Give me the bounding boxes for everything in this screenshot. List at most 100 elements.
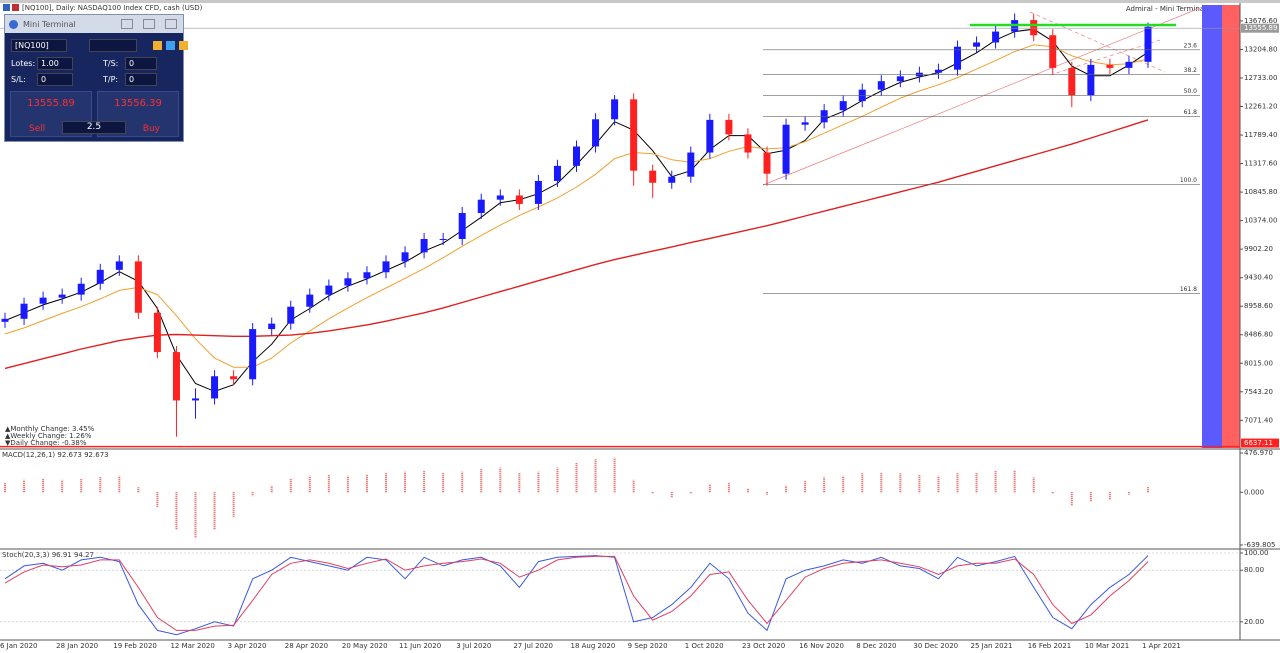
candle-body bbox=[1, 318, 9, 322]
terminal-title: Mini Terminal bbox=[23, 19, 76, 29]
x-tick-label: 11 Jun 2020 bbox=[399, 642, 441, 650]
y-tick-label: 10374.00 bbox=[1244, 217, 1277, 225]
tp-input[interactable]: 0 bbox=[125, 73, 157, 86]
stoch-line bbox=[4, 555, 1149, 636]
top-border bbox=[0, 0, 1280, 3]
candle-body bbox=[611, 99, 619, 120]
x-tick-label: 16 Feb 2021 bbox=[1028, 642, 1072, 650]
x-tick-label: 28 Apr 2020 bbox=[285, 642, 328, 650]
candle-body bbox=[954, 46, 961, 70]
y-tick-label: 10845.80 bbox=[1244, 188, 1277, 196]
candle-body bbox=[1049, 35, 1057, 68]
tp-label: T/P: bbox=[103, 75, 119, 84]
candle-body bbox=[344, 278, 352, 286]
fib-label: 23.6 bbox=[1184, 42, 1198, 49]
x-tick-label: 20 May 2020 bbox=[342, 642, 388, 650]
x-tick-label: 8 Dec 2020 bbox=[856, 642, 896, 650]
tool-icon[interactable] bbox=[166, 41, 175, 50]
y-tick-label: 8015.00 bbox=[1244, 359, 1273, 367]
candle-body bbox=[744, 134, 752, 153]
candle-body bbox=[896, 76, 904, 82]
close-button[interactable] bbox=[165, 19, 177, 29]
ts-label: T/S: bbox=[103, 59, 119, 68]
header-icon bbox=[12, 4, 19, 11]
sl-input[interactable]: 0 bbox=[37, 73, 73, 86]
sl-label: S/L: bbox=[11, 75, 26, 84]
y-tick-label: 11789.40 bbox=[1244, 131, 1277, 139]
candle-body bbox=[496, 195, 504, 200]
y-tick-label: 8486.80 bbox=[1244, 331, 1273, 339]
sell-price: 13555.89 bbox=[27, 98, 75, 109]
bid-label-bg bbox=[1241, 23, 1279, 33]
maximize-button[interactable] bbox=[143, 19, 155, 29]
x-tick-label: 16 Nov 2020 bbox=[799, 642, 844, 650]
y-tick-label: 13204.80 bbox=[1244, 45, 1277, 53]
candle-body bbox=[782, 124, 790, 174]
candle-body bbox=[877, 81, 885, 90]
y-tick-label: 9902.20 bbox=[1244, 245, 1273, 253]
y-tick-label: 100.00 bbox=[1244, 549, 1269, 557]
candle-body bbox=[573, 146, 580, 166]
candle-body bbox=[763, 152, 771, 174]
low-label: 6637.11 bbox=[1244, 439, 1273, 447]
candle-body bbox=[649, 170, 657, 183]
candle-body bbox=[211, 376, 219, 399]
candle-body bbox=[1068, 67, 1076, 96]
candle-body bbox=[382, 261, 390, 273]
lots-input[interactable]: 1.00 bbox=[37, 57, 73, 70]
x-tick-label: 28 Jan 2020 bbox=[56, 642, 98, 650]
x-tick-label: 10 Mar 2021 bbox=[1085, 642, 1129, 650]
terminal-title-bar: Mini Terminal bbox=[5, 15, 183, 33]
candle-body bbox=[58, 294, 66, 298]
candle-body bbox=[287, 306, 295, 324]
volume-input[interactable]: 2.5 bbox=[62, 121, 126, 134]
fib-label: 100.0 bbox=[1180, 177, 1197, 184]
ts-input[interactable]: 0 bbox=[125, 57, 157, 70]
x-tick-label: 6 Jan 2020 bbox=[0, 642, 38, 650]
candle-body bbox=[706, 119, 714, 153]
candle-body bbox=[1106, 64, 1114, 68]
moving-average bbox=[4, 119, 1149, 370]
y-tick-label: 80.00 bbox=[1244, 566, 1264, 574]
panel-title: Stoch(20,3,3) 96.91 94.27 bbox=[2, 551, 94, 559]
brand: Admiral - Mini Terminal bbox=[1126, 5, 1206, 13]
x-tick-label: 9 Sep 2020 bbox=[628, 642, 668, 650]
candle-body bbox=[630, 99, 638, 171]
terminal-icon bbox=[9, 19, 18, 29]
candle-body bbox=[39, 297, 47, 304]
x-tick-label: 27 Jul 2020 bbox=[513, 642, 553, 650]
symbol-select[interactable]: [NQ100] bbox=[11, 39, 67, 52]
buy-price: 13556.39 bbox=[114, 98, 162, 109]
sell-button[interactable]: 13555.89 Sell bbox=[10, 91, 92, 137]
candle-body bbox=[534, 180, 542, 204]
candle-body bbox=[401, 252, 409, 262]
tool-icon[interactable] bbox=[179, 41, 188, 50]
y-tick-label: 0.000 bbox=[1244, 488, 1264, 496]
candle-body bbox=[172, 352, 180, 401]
red-band bbox=[1222, 5, 1240, 448]
stoch-line bbox=[4, 555, 1149, 631]
candle-body bbox=[420, 239, 428, 253]
candle-body bbox=[973, 42, 981, 47]
mini-terminal: Mini Terminal [NQ100] Lotes: 1.00 T/S: 0 S… bbox=[4, 14, 188, 142]
x-tick-label: 1 Apr 2021 bbox=[1142, 642, 1181, 650]
candle-body bbox=[153, 312, 161, 353]
candle-body bbox=[820, 110, 828, 123]
x-tick-label: 3 Apr 2020 bbox=[228, 642, 267, 650]
x-tick-label: 18 Aug 2020 bbox=[571, 642, 616, 650]
buy-button[interactable]: 13556.39 Buy bbox=[97, 91, 179, 137]
candle-body bbox=[77, 283, 85, 295]
candle-body bbox=[553, 165, 561, 181]
candle-body bbox=[439, 239, 447, 240]
x-tick-label: 19 Feb 2020 bbox=[113, 642, 157, 650]
fib-label: 61.8 bbox=[1184, 109, 1198, 116]
candle-body bbox=[477, 199, 485, 213]
minimize-button[interactable] bbox=[121, 19, 133, 29]
candle-body bbox=[1144, 26, 1152, 62]
tool-icon[interactable] bbox=[153, 41, 162, 50]
y-tick-label: 476.970 bbox=[1244, 449, 1273, 457]
candle-body bbox=[268, 323, 276, 330]
candle-body bbox=[363, 272, 371, 279]
candle-body bbox=[515, 195, 523, 204]
